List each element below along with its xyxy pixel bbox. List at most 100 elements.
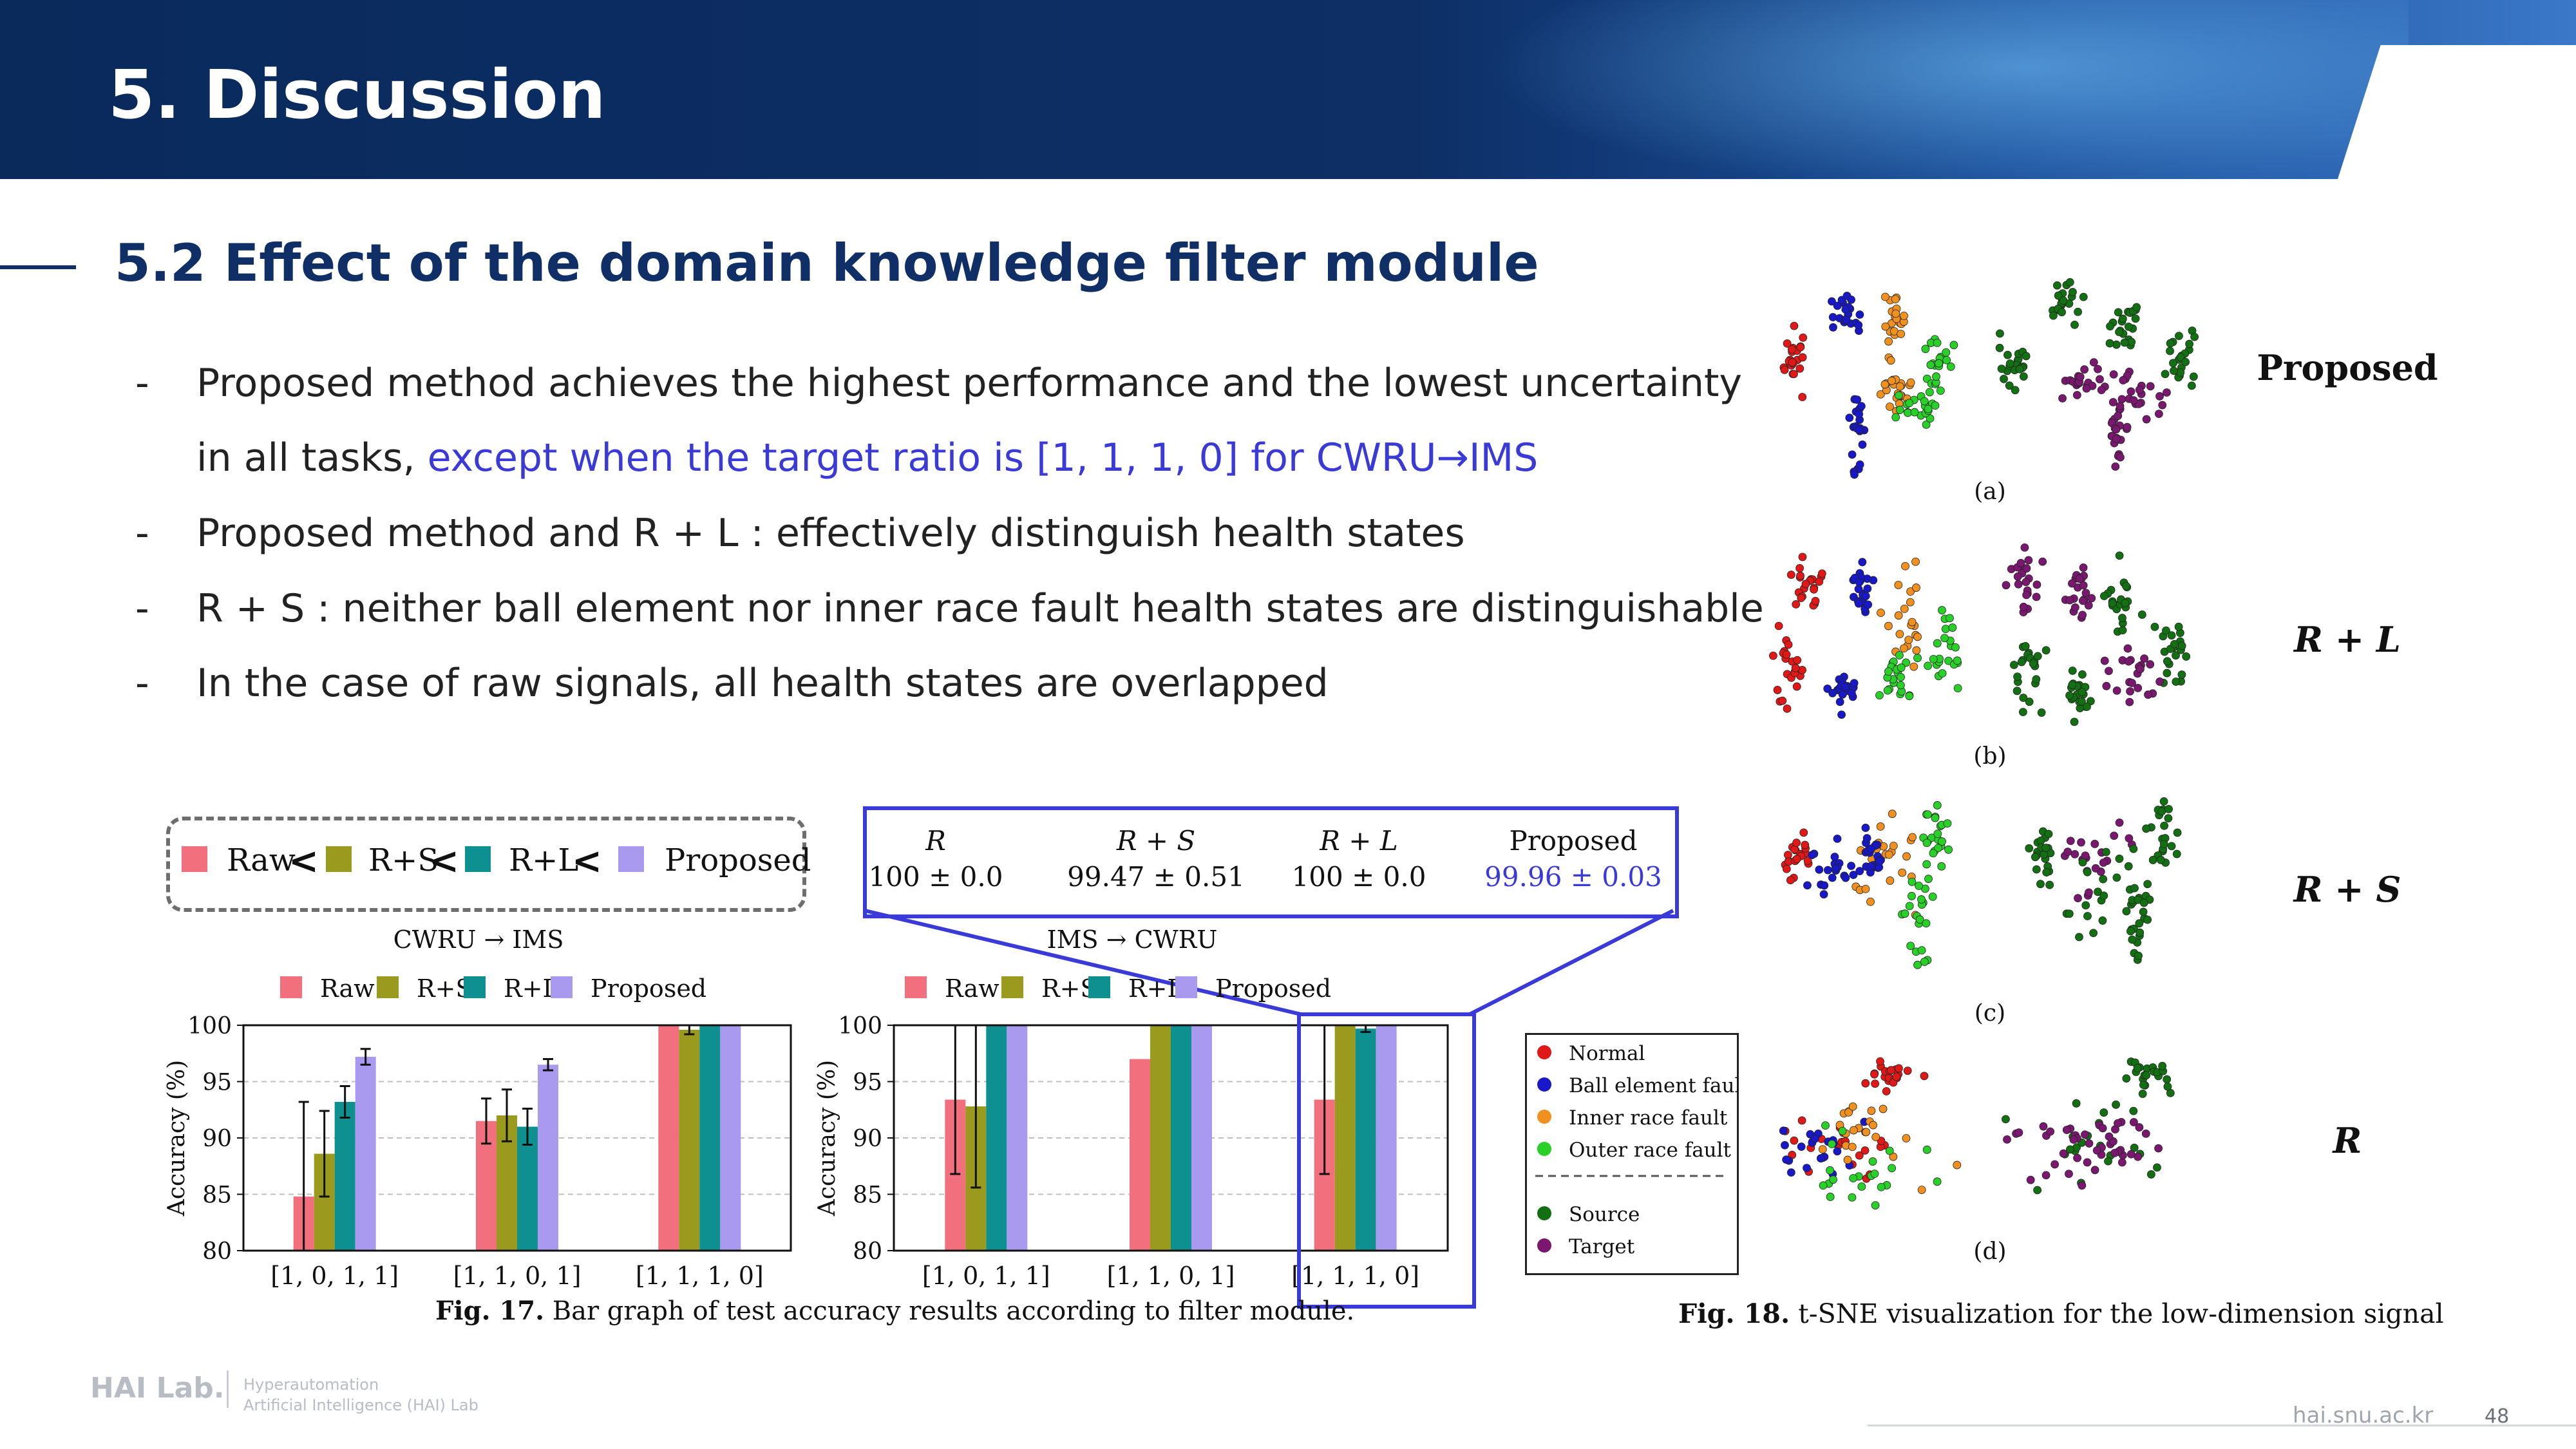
tsne-row-label: Proposed	[2257, 347, 2438, 388]
tsne-point	[2142, 415, 2151, 424]
legend-label-normal: Normal	[1569, 1042, 1645, 1065]
tsne-point	[1829, 323, 1837, 332]
tsne-point	[1924, 404, 1933, 413]
highlight-box	[1297, 1012, 1476, 1309]
tsne-point	[2105, 1132, 2114, 1141]
tsne-point	[1817, 569, 1826, 578]
tsne-point	[1946, 614, 1954, 623]
tsne-point	[2155, 677, 2164, 686]
tsne-point	[2084, 601, 2093, 610]
tsne-point	[1933, 639, 1942, 648]
tsne-point	[2075, 574, 2084, 583]
tsne-point	[2002, 581, 2011, 590]
tsne-point	[2172, 651, 2180, 660]
tsne-point	[1779, 1126, 1788, 1135]
tsne-point	[2125, 697, 2134, 706]
y-tick-label: 90	[853, 1126, 882, 1152]
tsne-row-label: R	[2332, 1120, 2362, 1161]
tsne-point	[2111, 462, 2120, 471]
tsne-point	[1934, 844, 1942, 853]
tsne-point	[2078, 688, 2087, 697]
tsne-point	[2085, 888, 2093, 897]
tsne-point	[1792, 682, 1801, 691]
tsne-point	[1911, 557, 1920, 566]
tsne-point	[2135, 919, 2144, 928]
tsne-point	[1810, 585, 1818, 594]
y-axis-label: Accuracy (%)	[814, 1060, 840, 1217]
tsne-point	[2120, 338, 2129, 347]
tsne-point	[1943, 819, 1952, 828]
tsne-point	[1782, 650, 1791, 659]
bar	[699, 1025, 721, 1251]
tsne-point	[1842, 315, 1851, 324]
tsne-point	[1931, 813, 1940, 822]
tsne-point	[2148, 856, 2157, 864]
tsne-point	[1879, 1104, 1888, 1113]
tsne-point	[1891, 413, 1900, 422]
tsne-point	[1799, 828, 1808, 837]
tsne-point	[1908, 833, 1917, 842]
tsne-point	[2166, 339, 2175, 348]
tsne-point	[2065, 596, 2074, 605]
tsne-point	[2075, 933, 2083, 942]
tsne-point	[1915, 882, 1923, 890]
tsne-point	[2129, 844, 2138, 853]
y-tick-label: 100	[187, 1013, 232, 1039]
tsne-point	[2032, 592, 2041, 601]
tsne-point	[2163, 657, 2172, 666]
tsne-point	[2141, 1129, 2150, 1138]
y-tick-label: 100	[838, 1013, 882, 1039]
tsne-point	[1924, 661, 1933, 670]
tsne-point	[2118, 314, 2127, 323]
header-banner	[0, 0, 2576, 179]
tsne-point	[1769, 651, 1777, 660]
tsne-point	[2156, 855, 2165, 864]
tsne-point	[1875, 857, 1884, 866]
tsne-point	[1808, 851, 1817, 860]
tsne-point	[2110, 1148, 2119, 1157]
bullet-marker: -	[135, 586, 149, 631]
tsne-point	[2089, 929, 2098, 938]
tsne-point	[1783, 339, 1792, 348]
tsne-point	[1875, 691, 1884, 700]
tsne-point	[2099, 875, 2108, 884]
tsne-point	[2052, 281, 2061, 290]
tsne-point	[2070, 717, 2079, 726]
tsne-row: (c) R + S	[1781, 797, 2401, 1027]
tsne-point	[2058, 394, 2067, 402]
tsne-point	[1803, 881, 1812, 890]
tsne-point	[1797, 1116, 1806, 1125]
tsne-point	[2114, 308, 2123, 317]
bullet-marker: -	[135, 661, 149, 706]
bar-chart-cwru-ims: CWRU → IMS Raw R+S R+L Proposed 80 85 90 95 100 Ac…	[164, 925, 792, 1290]
x-tick-label: [1, 1, 0, 1]	[1107, 1262, 1235, 1290]
bar	[1376, 1025, 1397, 1251]
tsne-point	[1781, 1141, 1789, 1150]
tsne-point	[1848, 450, 1857, 459]
bar	[1130, 1059, 1150, 1251]
tsne-point	[2105, 339, 2114, 348]
fig18-caption: Fig. 18. t-SNE visualization for the low…	[1678, 1298, 2444, 1329]
tsne-point	[1796, 571, 1804, 580]
tsne-point	[2003, 350, 2012, 359]
tsne-point	[2097, 386, 2106, 395]
tsne-point	[1889, 1152, 1898, 1161]
tsne-point	[2115, 855, 2124, 863]
tsne-point	[2121, 582, 2130, 591]
tsne-point	[1891, 309, 1900, 318]
bullet-text: Proposed method and R + L : effectively …	[196, 511, 1465, 556]
tsne-point	[1786, 1168, 1795, 1177]
tsne-point	[2104, 1157, 2112, 1166]
tsne-point	[2042, 868, 2051, 876]
tsne-point	[1792, 838, 1801, 848]
y-tick-label: 95	[853, 1070, 882, 1096]
tsne-point	[2144, 690, 2152, 699]
tsne-point	[2074, 894, 2082, 903]
tsne-point	[2021, 642, 2030, 650]
tsne-point	[2130, 1118, 2138, 1126]
tsne-point	[1830, 853, 1839, 861]
tsne-point	[2072, 1099, 2081, 1108]
tsne-point	[1900, 909, 1909, 918]
tsne-point	[2105, 667, 2113, 676]
tsne-point	[2136, 665, 2145, 674]
